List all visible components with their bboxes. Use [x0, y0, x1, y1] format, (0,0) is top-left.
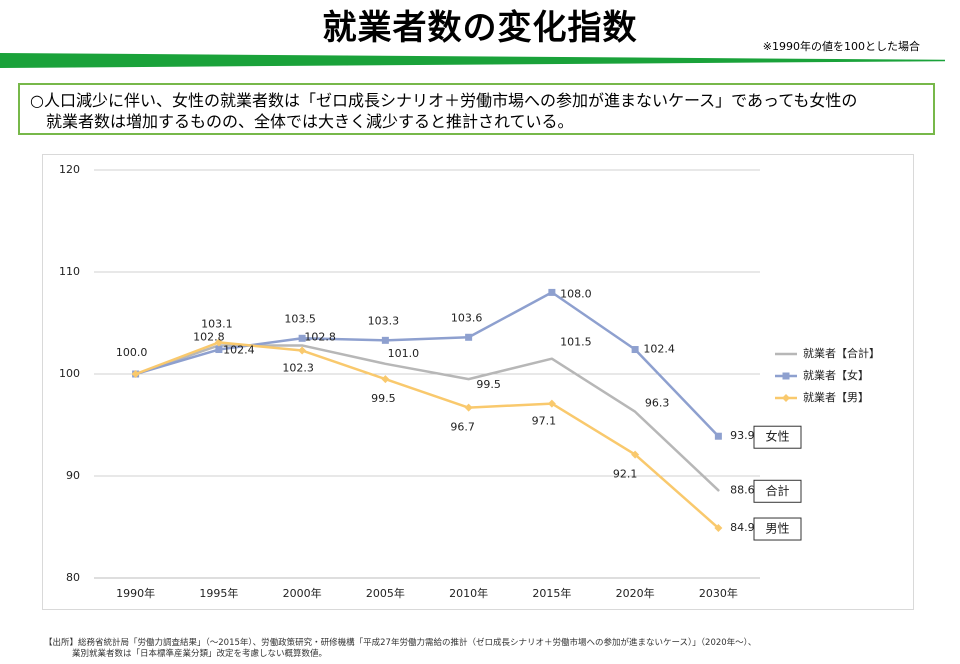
data-label: 96.7: [450, 421, 475, 434]
data-label: 102.3: [282, 362, 314, 375]
series-marker: [631, 346, 639, 354]
summary-line-2: 就業者数は増加するものの、全体では大きく減少すると推計されている。: [46, 112, 574, 131]
series-marker: [631, 450, 640, 459]
summary-box: ○人口減少に伴い、女性の就業者数は「ゼロ成長シナリオ＋労働市場への参加が進まない…: [18, 83, 935, 135]
x-tick-label: 1995年: [199, 586, 238, 600]
data-label: 96.3: [645, 397, 670, 410]
series-marker: [381, 375, 390, 384]
series-marker: [214, 338, 223, 347]
series-line-2: [134, 341, 720, 530]
data-label: 84.9: [730, 521, 755, 534]
x-tick-label: 1990年: [116, 586, 155, 600]
chart-border: [42, 154, 914, 610]
series-marker: [215, 346, 223, 354]
series-marker: [548, 288, 556, 296]
y-tick-label-120: 120: [59, 163, 80, 176]
data-label: 101.5: [560, 336, 592, 349]
data-label: 93.9: [730, 429, 755, 442]
x-tick-label: 2005年: [366, 586, 405, 600]
data-label: 99.5: [476, 378, 501, 391]
y-tick-label-110: 110: [59, 265, 80, 278]
end-tag-box: [753, 517, 802, 541]
series-marker: [464, 403, 473, 412]
source-line-2: 業別就業者数は「日本標準産業分類」改定を考慮しない概算数値。: [72, 649, 328, 659]
data-label: 103.3: [368, 314, 400, 327]
end-tag-label: 合計: [765, 483, 789, 498]
data-label: 100.0: [116, 346, 148, 359]
data-label: 102.4: [643, 343, 675, 356]
end-tag-box: [753, 425, 802, 449]
data-label: 103.1: [201, 317, 233, 330]
legend-label: 就業者【女】: [803, 368, 869, 382]
legend-label: 就業者【合計】: [803, 346, 880, 360]
chart-area: 80 90 100 110 120 1990年 1995年 2000年 2005年 2010年 20…: [42, 154, 914, 610]
end-tag-label: 女性: [765, 429, 789, 444]
series-marker: [298, 346, 307, 355]
series-marker: [547, 399, 556, 408]
data-label: 103.5: [284, 312, 316, 325]
legend-marker: [782, 372, 790, 380]
x-tick-label: 2015年: [532, 586, 571, 600]
source-citation: 【出所】総務省統計局「労働力調査結果」（～2015年）、労働政策研究・研修機構「…: [44, 638, 756, 660]
data-label: 101.0: [388, 347, 420, 360]
data-label: 88.6: [730, 483, 755, 496]
data-label: 102.8: [304, 330, 336, 343]
data-label: 103.6: [451, 311, 483, 324]
data-label: 97.1: [532, 415, 557, 428]
summary-line-1: ○人口減少に伴い、女性の就業者数は「ゼロ成長シナリオ＋労働市場への参加が進まない…: [30, 91, 858, 110]
title-underline-band: [0, 53, 945, 68]
data-label: 92.1: [613, 468, 638, 481]
series-marker: [465, 333, 473, 341]
page-title: 就業者数の変化指数: [322, 8, 638, 48]
series-marker: [381, 336, 389, 344]
data-label: 108.0: [560, 287, 592, 300]
data-label: 99.5: [371, 392, 396, 405]
end-tag-box: [753, 479, 802, 503]
series-line-1: [134, 291, 720, 438]
x-tick-label: 2030年: [699, 586, 738, 600]
y-tick-label-90: 90: [66, 469, 80, 482]
data-label: 102.4: [223, 344, 255, 357]
series-marker: [714, 524, 723, 533]
series-marker: [298, 334, 306, 342]
end-tag-label: 男性: [765, 522, 789, 536]
x-tick-label: 2000年: [283, 586, 322, 600]
y-tick-label-100: 100: [59, 367, 80, 380]
data-label: 102.8: [193, 330, 225, 343]
base-year-note: ※1990年の値を100とした場合: [760, 40, 922, 54]
x-tick-label: 2010年: [449, 586, 488, 600]
x-tick-label: 2020年: [616, 586, 655, 600]
series-marker: [131, 370, 140, 378]
legend-marker: [782, 394, 790, 402]
series-line-0: [134, 344, 720, 492]
source-line-1: 【出所】総務省統計局「労働力調査結果」（～2015年）、労働政策研究・研修機構「…: [44, 638, 757, 648]
series-marker: [714, 432, 722, 440]
legend-label: 就業者【男】: [803, 390, 869, 404]
line-chart: 80 90 100 110 120 1990年 1995年 2000年 2005年 2010年 20…: [42, 154, 914, 610]
y-tick-label-80: 80: [66, 571, 80, 584]
